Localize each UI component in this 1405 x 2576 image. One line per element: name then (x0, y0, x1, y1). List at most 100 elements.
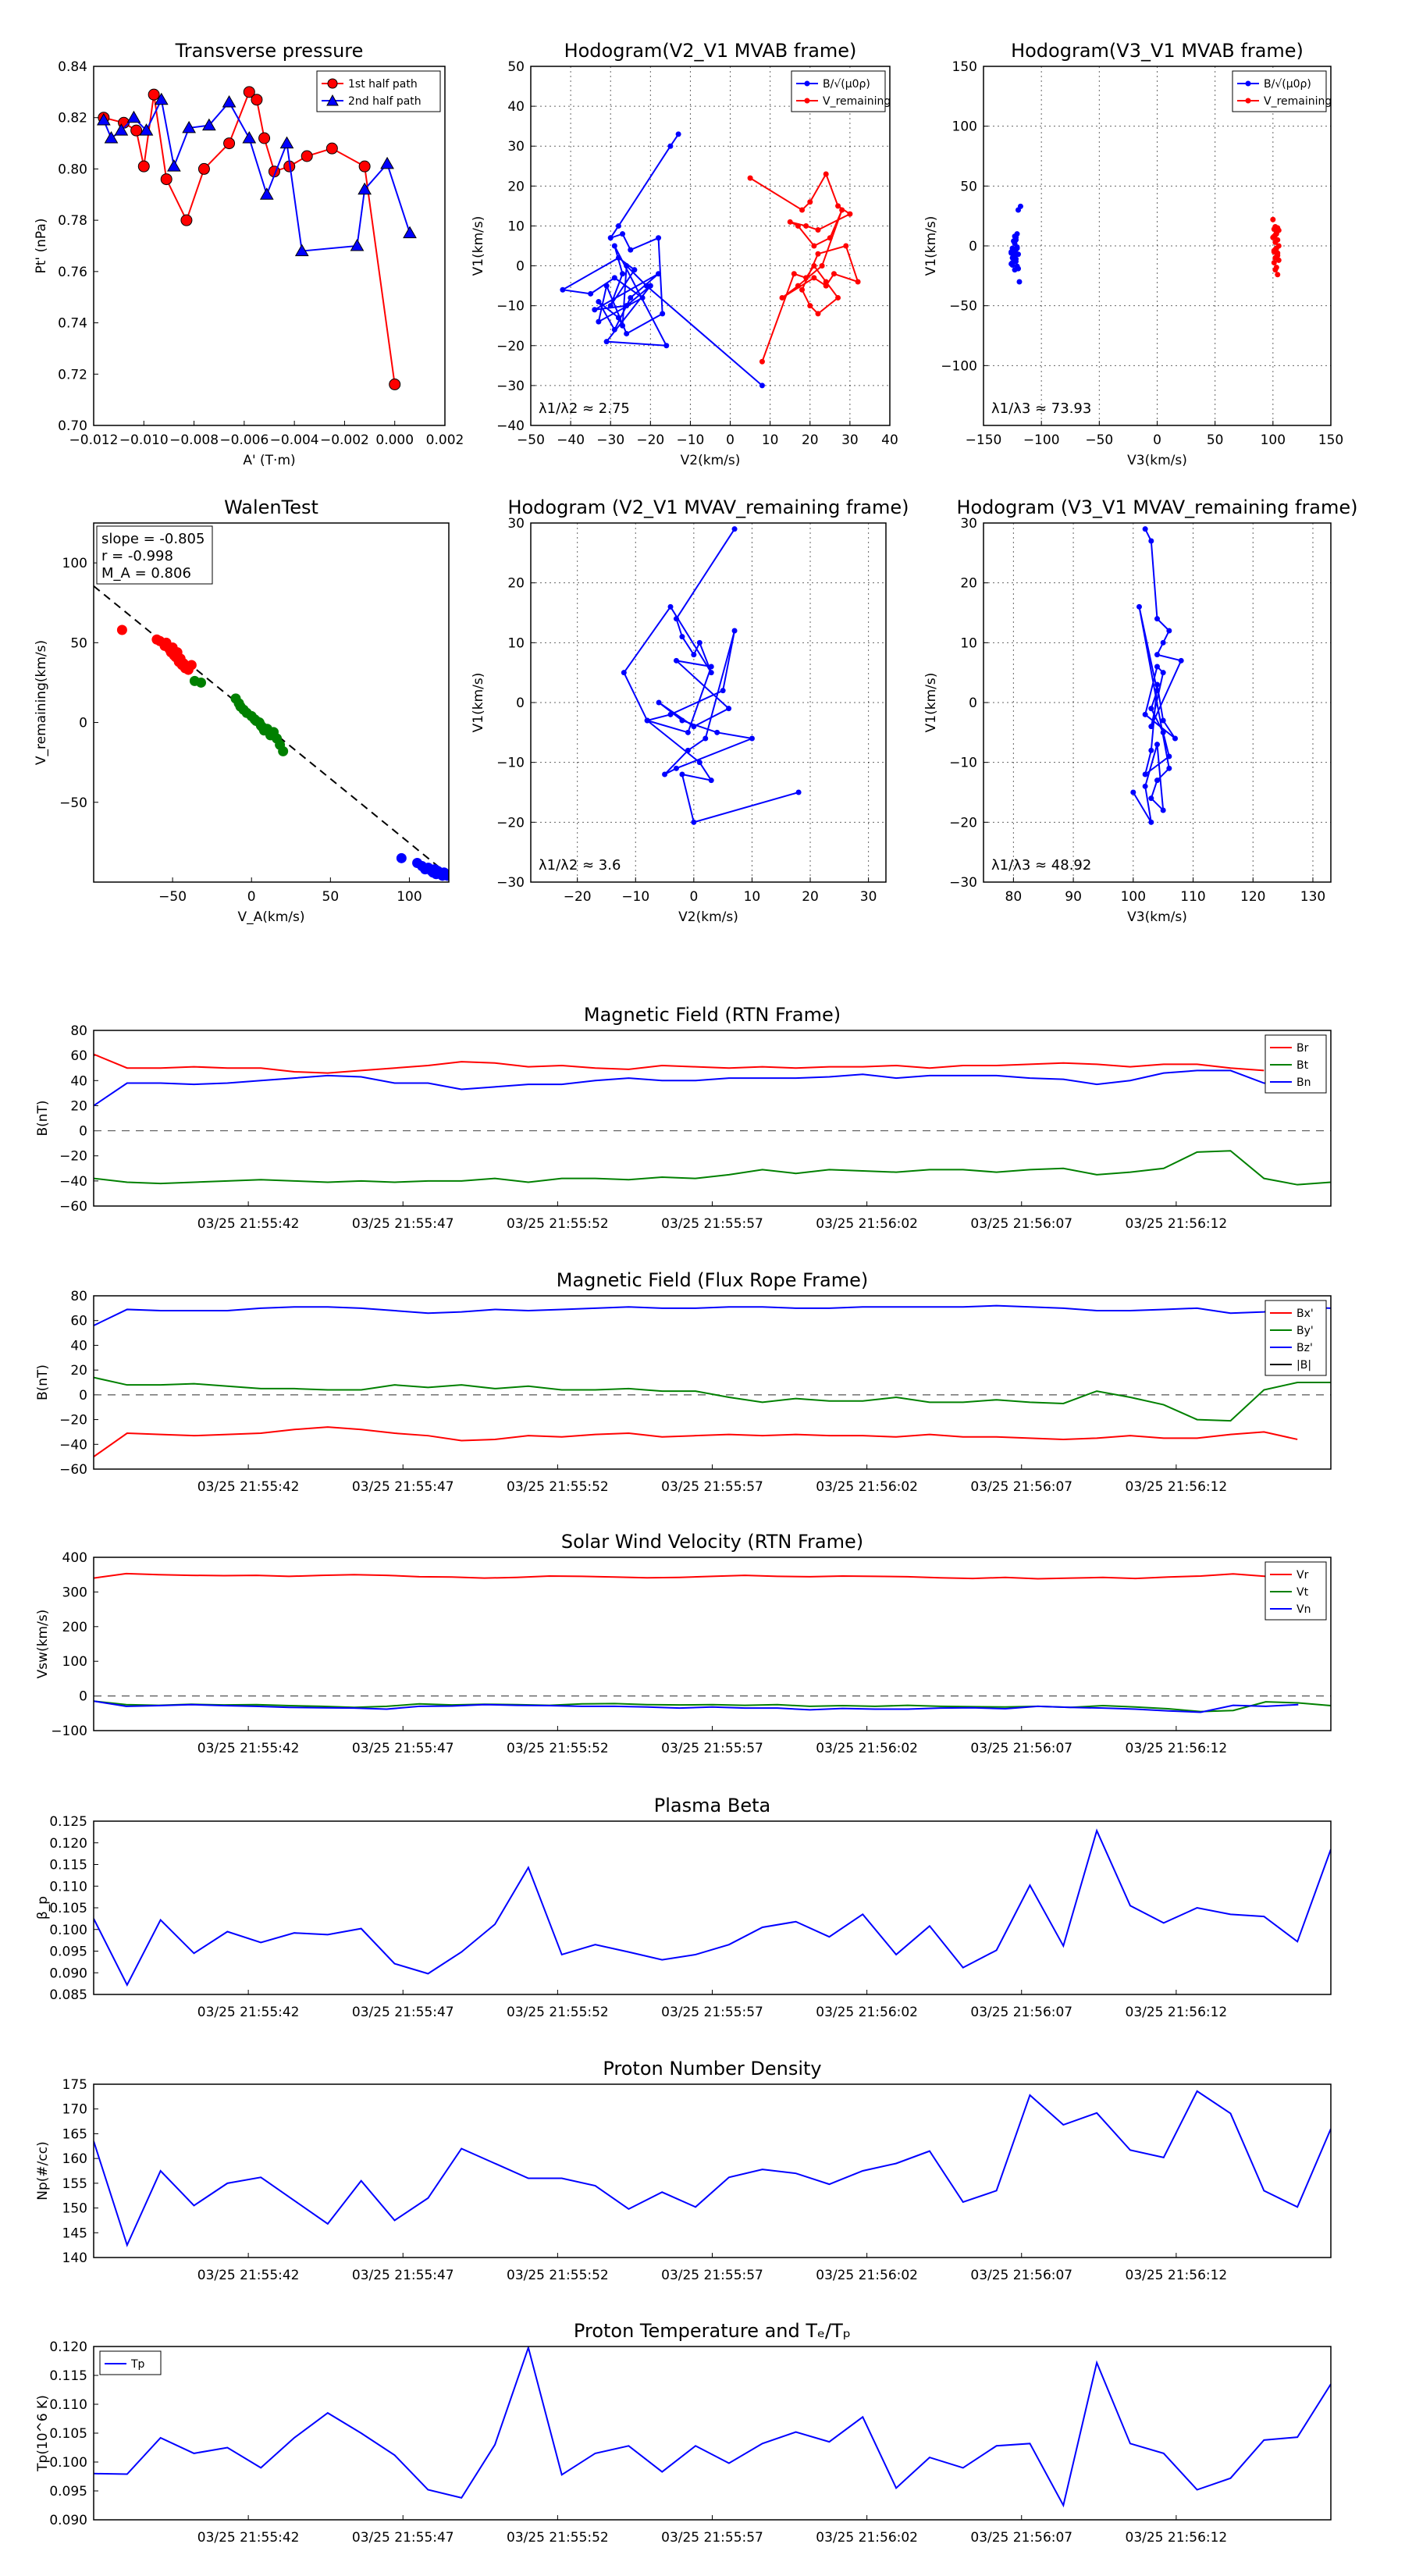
data-point (643, 283, 649, 289)
data-point (647, 283, 653, 289)
legend-label: Tp (130, 2358, 145, 2371)
data-point (325, 142, 338, 155)
legend-label: Vr (1297, 1569, 1309, 1582)
x-tick-label: 03/25 21:55:42 (197, 2268, 300, 2283)
data-point (1172, 735, 1179, 742)
x-tick-label: 03/25 21:56:12 (1126, 1216, 1228, 1232)
x-tick-label: −0.004 (270, 432, 319, 448)
ratio-annotation: λ1/λ2 ≈ 3.6 (539, 857, 621, 873)
data-point (201, 118, 216, 131)
x-tick-label: 03/25 21:56:07 (970, 2268, 1072, 2283)
data-point (620, 231, 626, 237)
plot-area (94, 1053, 1331, 1186)
series-line (94, 1572, 1266, 1580)
y-axis-label: Vsw(km/s) (35, 1610, 51, 1679)
x-tick-label: 10 (762, 432, 779, 448)
data-point (843, 243, 849, 249)
data-point (396, 852, 407, 863)
x-tick-label: 50 (1207, 432, 1224, 448)
data-point (380, 156, 394, 169)
legend-marker (804, 80, 810, 87)
legend-label: Bz' (1297, 1342, 1313, 1354)
x-tick-label: 30 (860, 889, 877, 905)
data-point (685, 747, 691, 753)
y-tick-label: 170 (62, 2102, 87, 2118)
data-point (823, 279, 829, 285)
y-tick-label: −20 (59, 1149, 87, 1165)
y-tick-label: 0.090 (49, 1966, 87, 1981)
data-point (596, 318, 602, 325)
y-tick-label: 0.70 (58, 418, 87, 434)
series-line (94, 1700, 1299, 1713)
y-tick-label: −10 (496, 299, 525, 315)
data-point (358, 160, 371, 173)
y-tick-label: 20 (960, 576, 977, 592)
data-point (592, 307, 598, 313)
y-tick-label: 300 (62, 1585, 87, 1600)
data-point (1273, 265, 1279, 271)
y-tick-label: 140 (62, 2250, 87, 2266)
y-tick-label: −100 (941, 358, 977, 374)
x-tick-label: 03/25 21:56:12 (1126, 2005, 1228, 2020)
y-tick-label: 150 (952, 59, 977, 75)
y-tick-label: −20 (496, 815, 525, 831)
data-point (1154, 681, 1160, 688)
y-axis-label: Np(#/cc) (35, 2141, 51, 2200)
y-tick-label: 0.100 (49, 2455, 87, 2471)
data-point (628, 294, 634, 301)
y-axis-label: V1(km/s) (471, 673, 486, 733)
axes-frame (93, 522, 450, 883)
data-point (1154, 664, 1160, 670)
x-tick-label: −20 (636, 432, 664, 448)
y-tick-label: 20 (70, 1098, 87, 1114)
y-tick-label: 0.78 (58, 213, 87, 229)
y-tick-label: −20 (496, 339, 525, 354)
x-tick-label: 40 (881, 432, 898, 448)
x-tick-label: 03/25 21:56:12 (1126, 1479, 1228, 1495)
y-tick-label: 0.085 (49, 1987, 87, 2003)
data-point (631, 267, 638, 273)
plot-area (94, 2347, 1331, 2508)
chart-title: Proton Temperature and Tₑ/Tₚ (574, 2320, 851, 2342)
y-tick-label: 145 (62, 2226, 87, 2241)
data-point (667, 711, 674, 717)
x-tick-label: 03/25 21:56:02 (816, 2268, 918, 2283)
y-tick-label: −40 (59, 1437, 87, 1453)
series-line (94, 1426, 1298, 1457)
x-tick-label: 03/25 21:55:47 (352, 2530, 454, 2546)
data-point (685, 729, 691, 735)
y-tick-label: −40 (59, 1174, 87, 1190)
x-tick-label: 03/25 21:55:52 (507, 1216, 609, 1232)
chart-title: Magnetic Field (Flux Rope Frame) (557, 1269, 868, 1291)
x-tick-label: 03/25 21:56:12 (1126, 1741, 1228, 1756)
data-point (847, 211, 853, 217)
chart-title: Transverse pressure (175, 40, 364, 62)
data-point (799, 207, 806, 213)
x-tick-label: 0.000 (375, 432, 414, 448)
y-axis-label: B(nT) (35, 1100, 51, 1136)
y-tick-label: 100 (952, 119, 977, 135)
x-tick-label: 03/25 21:56:02 (816, 1216, 918, 1232)
x-tick-label: 03/25 21:56:12 (1126, 2268, 1228, 2283)
data-point (656, 699, 662, 706)
y-tick-label: 0.115 (49, 1858, 87, 1873)
y-tick-label: 10 (507, 219, 525, 234)
data-point (148, 88, 160, 101)
data-point (673, 616, 679, 622)
data-point (1148, 706, 1154, 712)
data-point (708, 670, 714, 676)
x-tick-label: 0 (1153, 432, 1161, 448)
data-point (130, 124, 143, 137)
data-point (1160, 717, 1166, 724)
y-tick-label: 30 (507, 516, 525, 532)
x-axis-label: V_A(km/s) (237, 909, 304, 925)
data-point (803, 275, 809, 281)
data-point (823, 171, 829, 177)
legend-label: 1st half path (348, 78, 418, 91)
y-tick-label: 50 (960, 179, 977, 194)
data-point (1130, 789, 1136, 795)
data-point (639, 294, 646, 301)
y-tick-label: 0.120 (49, 2339, 87, 2355)
x-tick-label: −0.006 (219, 432, 269, 448)
data-point (644, 717, 650, 724)
